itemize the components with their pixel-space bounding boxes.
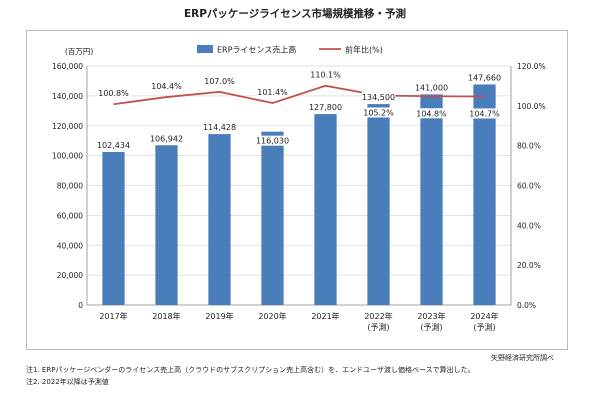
x-tick-label: 2018年: [152, 311, 180, 321]
x-tick-sublabel: (予測): [420, 322, 442, 332]
y-tick-label: 120,000: [52, 122, 83, 131]
chart-title: ERPパッケージライセンス市場規模推移・予測: [183, 8, 407, 20]
y-tick-label: 140,000: [52, 92, 83, 101]
bar-label-bg: [96, 139, 131, 150]
x-tick-label: 2017年: [99, 311, 127, 321]
y2-tick-label: 60.0%: [517, 182, 541, 191]
x-tick-sublabel: (予測): [367, 322, 389, 332]
pct-label-bg: [362, 107, 395, 118]
bar-value-label: 114,428: [203, 123, 236, 132]
y-tick-label: 20,000: [57, 271, 83, 280]
pct-label-bg: [97, 88, 130, 99]
y2-tick-label: 80.0%: [517, 142, 541, 151]
line-series: [113, 84, 485, 106]
bar: [208, 134, 231, 305]
bar: [102, 151, 125, 305]
pct-value-label: 110.1%: [310, 71, 341, 80]
legend-label-line: 前年比(%): [345, 45, 383, 55]
legend: ERPライセンス売上高 前年比(%): [197, 45, 383, 55]
x-tick-label: 2021年: [311, 311, 339, 321]
y-tick-label: 40,000: [57, 241, 83, 250]
x-tick-label: 2020年: [258, 311, 286, 321]
bar-value-label: 134,500: [362, 93, 395, 102]
y-tick-label: 80,000: [57, 182, 83, 191]
pct-label-bg: [415, 108, 448, 119]
bar-label-bg: [361, 92, 396, 103]
bar: [261, 131, 284, 305]
pct-value-label: 104.7%: [469, 109, 500, 118]
pct-label-bg: [309, 69, 342, 80]
bar-label-bg: [255, 135, 290, 146]
bar-label-bg: [467, 72, 502, 83]
pct-value-label: 105.2%: [363, 108, 394, 117]
pct-value-label: 101.4%: [257, 88, 288, 97]
y-tick-label: 160,000: [52, 62, 83, 71]
pct-label-bg: [203, 75, 236, 86]
pct-label-bg: [468, 108, 501, 119]
bar: [314, 114, 337, 305]
x-tick-sublabel: (予測): [473, 322, 495, 332]
note-2: 注2. 2022年以降は予測値: [26, 378, 109, 386]
y2-tick-label: 20.0%: [517, 261, 541, 270]
bar-value-label: 106,942: [150, 134, 183, 143]
x-tick-label: 2023年: [417, 311, 445, 321]
chart-svg: (百万円) ERPライセンス売上高 前年比(%) 0 20,000 40,000 60…: [52, 45, 546, 333]
y2-tick-label: 0.0%: [517, 301, 536, 310]
bar-label-bg: [149, 133, 184, 144]
pct-value-label: 104.8%: [416, 109, 447, 118]
x-tick-label: 2019年: [205, 311, 233, 321]
y2-tick-label: 120.0%: [517, 62, 546, 71]
source-credit: 矢野経済研究所調べ: [491, 354, 554, 362]
bar: [473, 84, 496, 305]
y-tick-label: 100,000: [52, 152, 83, 161]
chart-frame: (百万円) ERPライセンス売上高 前年比(%) 0 20,000 40,000 60…: [26, 30, 568, 350]
y-tick-label: 0: [78, 301, 83, 310]
bar-label-bg: [414, 82, 449, 93]
note-1: 注1. ERPパッケージベンダーのライセンス売上高（クラウドのサブスクリプション…: [26, 366, 475, 374]
y-axis-unit-label: (百万円): [65, 47, 93, 56]
bar-value-label: 147,660: [468, 73, 501, 82]
y2-tick-label: 100.0%: [517, 102, 546, 111]
bar-value-label: 102,434: [97, 141, 130, 150]
bar-value-label: 116,030: [256, 137, 289, 146]
bar-value-label: 127,800: [309, 103, 342, 112]
notes: 矢野経済研究所調べ 注1. ERPパッケージベンダーのライセンス売上高（クラウド…: [26, 352, 566, 388]
bar: [155, 145, 178, 305]
pct-value-label: 104.4%: [151, 82, 182, 91]
bar: [367, 104, 390, 305]
bar: [420, 94, 443, 305]
pct-value-label: 107.0%: [204, 77, 235, 86]
y-tick-label: 60,000: [57, 211, 83, 220]
pct-label-bg: [150, 81, 183, 92]
bar-label-bg: [308, 102, 343, 113]
pct-label-bg: [256, 87, 289, 98]
bar-label-bg: [202, 122, 237, 133]
legend-label-bars: ERPライセンス売上高: [217, 45, 296, 55]
pct-value-label: 100.8%: [98, 89, 129, 98]
x-tick-label: 2024年: [470, 311, 498, 321]
legend-swatch-bars: [197, 45, 213, 53]
bar-value-label: 141,000: [415, 83, 448, 92]
plot-area: 0 20,000 40,000 60,000 80,000 100,000 120,000 1…: [52, 62, 546, 332]
y2-tick-label: 40.0%: [517, 221, 541, 230]
x-tick-label: 2022年: [364, 311, 392, 321]
